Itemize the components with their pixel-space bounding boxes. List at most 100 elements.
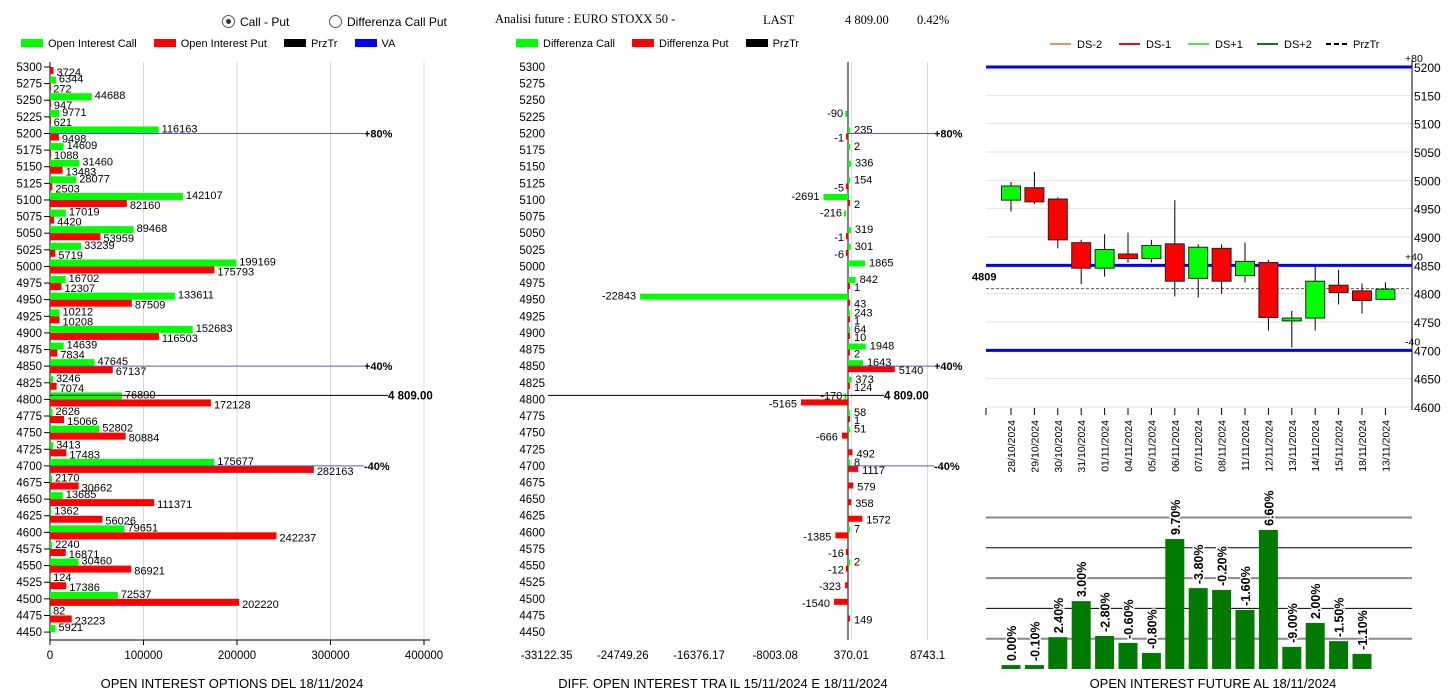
put-oi-label: 12307	[65, 283, 96, 295]
diff-call-bar	[848, 177, 850, 184]
diff-call-label: 8	[854, 457, 860, 469]
put-oi-label: 3724	[56, 67, 80, 79]
diff-put-label: 2	[854, 199, 860, 211]
diff-call-label: -216	[820, 208, 842, 220]
oi-bar	[1282, 646, 1302, 669]
diff-call-label: 842	[860, 274, 878, 286]
chart-title: OPEN INTEREST FUTURE AL 18/11/2024	[1090, 676, 1337, 691]
diff-put-bar	[848, 366, 895, 373]
strike-label: 4700	[519, 461, 545, 473]
diff-call-bar	[844, 393, 847, 400]
strike-label: 5225	[16, 112, 42, 124]
diff-call-bar	[848, 144, 850, 151]
y-tick-label: 4700	[1414, 344, 1441, 358]
diff-call-label: -2691	[791, 191, 819, 203]
last-value: 4 809.00	[845, 13, 889, 27]
strike-label: 4675	[519, 478, 545, 490]
call-oi-bar	[50, 242, 82, 250]
call-oi-label: 152683	[196, 323, 233, 335]
diff-call-label: 2	[854, 557, 860, 569]
strike-label: 5150	[16, 162, 42, 174]
strike-label: 5025	[519, 245, 545, 257]
diff-put-bar	[800, 399, 848, 406]
strike-label: 4575	[16, 544, 42, 556]
oi-percent-label: -0.60%	[1122, 599, 1136, 639]
diff-call-bar	[640, 293, 848, 300]
strike-label: 5250	[519, 95, 545, 107]
oi-bar	[1329, 641, 1349, 669]
put-oi-bar	[50, 382, 57, 390]
oi-bar	[1141, 652, 1161, 669]
diff-put-bar	[848, 283, 850, 290]
przTr-label: 4 809.00	[884, 390, 929, 402]
put-oi-bar	[50, 83, 51, 91]
strike-label: 4925	[519, 311, 545, 323]
date-label: 28/10/2024	[1006, 420, 1018, 473]
diff-call-label: 235	[854, 124, 872, 136]
put-oi-label: 53959	[103, 233, 134, 245]
candle-down	[1047, 198, 1068, 241]
diff-put-label: 579	[857, 482, 875, 494]
diff-call-label: 1948	[870, 341, 894, 353]
call-oi-label: 2240	[55, 539, 79, 551]
legend-label: DS-1	[1146, 39, 1171, 51]
diff-call-bar	[823, 193, 848, 200]
strike-label: 4625	[16, 511, 42, 523]
radio-call-put[interactable]: Call - Put	[222, 15, 289, 29]
call-oi-bar	[50, 93, 92, 101]
date-label: 05/11/2024	[1146, 420, 1158, 472]
strike-label: 4950	[519, 295, 545, 307]
diff-call-label: 373	[855, 374, 873, 386]
strike-label: 4450	[519, 627, 545, 639]
put-oi-bar	[50, 349, 58, 357]
radio-label: Call - Put	[240, 15, 290, 29]
strike-label: 4600	[519, 527, 545, 539]
diff-call-bar	[848, 260, 865, 267]
diff-call-bar	[848, 310, 851, 317]
put-oi-label: 17386	[69, 582, 100, 594]
chart-title: DIFF. OPEN INTEREST TRA IL 15/11/2024 E …	[558, 676, 888, 691]
strike-label: 4700	[16, 461, 42, 473]
call-oi-bar	[50, 159, 80, 167]
diff-put-bar	[845, 183, 848, 190]
legend-label: Open Interest Call	[48, 38, 137, 50]
x-tick-label: -16376.17	[673, 650, 725, 662]
diff-call-label: 64	[854, 324, 866, 336]
put-oi-label: 5719	[58, 250, 82, 262]
call-oi-bar	[50, 625, 56, 633]
oi-percent-label: -2.80%	[1099, 592, 1113, 632]
date-label: 15/11/2024	[1334, 420, 1346, 472]
oi-percent-label: -1.50%	[1333, 598, 1347, 638]
radio-differenza-call-put[interactable]: Differenza Call Put	[329, 15, 447, 29]
diff-put-label: 43	[854, 299, 866, 311]
strike-label: 5300	[519, 62, 545, 74]
oi-bar	[1305, 622, 1325, 669]
diff-call-bar	[848, 459, 850, 466]
va-label: +40%	[934, 361, 963, 373]
diff-call-label: 336	[855, 158, 873, 170]
x-tick-label: 0	[47, 650, 53, 662]
strike-label: 5075	[16, 212, 42, 224]
diff-call-bar	[848, 526, 850, 533]
oi-bar	[1212, 589, 1232, 669]
strike-label: 4475	[16, 610, 42, 622]
level-label: -40	[1405, 336, 1420, 348]
legend-mid: Differenza Call Differenza Put PrzTr	[516, 38, 799, 50]
diff-put-label: 124	[854, 382, 872, 394]
strike-label: 5275	[16, 79, 42, 91]
put-oi-bar	[50, 249, 56, 257]
diff-put-bar	[848, 499, 852, 506]
radio-selected-icon	[222, 15, 235, 28]
call-oi-bar	[50, 541, 53, 549]
oi-percent-label: 2.00%	[1309, 583, 1323, 618]
put-oi-bar	[50, 216, 55, 224]
strike-label: 4850	[519, 361, 545, 373]
call-oi-label: 3413	[56, 439, 80, 451]
legend-swatch-va	[354, 39, 377, 47]
va-label: +80%	[364, 128, 393, 140]
diff-put-bar	[845, 249, 848, 256]
put-oi-bar	[50, 432, 126, 440]
diff-put-label: -323	[819, 581, 841, 593]
strike-label: 5100	[16, 195, 42, 207]
oi-bar	[1165, 539, 1185, 669]
